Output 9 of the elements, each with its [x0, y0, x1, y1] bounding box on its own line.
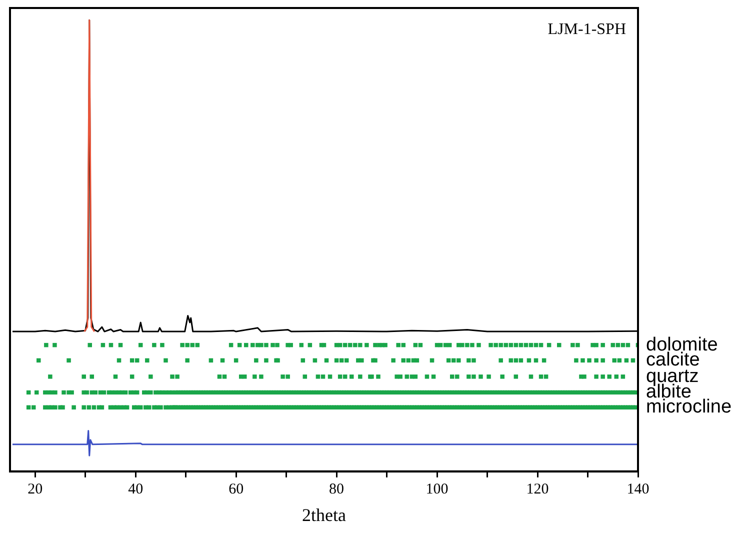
- x-tick-label: 80: [329, 481, 344, 498]
- x-axis-title: 2theta: [302, 504, 346, 525]
- x-tick-label: 140: [626, 481, 650, 498]
- x-tick-label: 60: [228, 481, 244, 498]
- x-tick-label: 120: [526, 481, 549, 498]
- x-tick-label: 40: [128, 481, 144, 498]
- chart-title: LJM-1-SPH: [548, 21, 626, 38]
- x-tick-label: 20: [28, 481, 43, 498]
- x-tick-label: 100: [426, 481, 448, 498]
